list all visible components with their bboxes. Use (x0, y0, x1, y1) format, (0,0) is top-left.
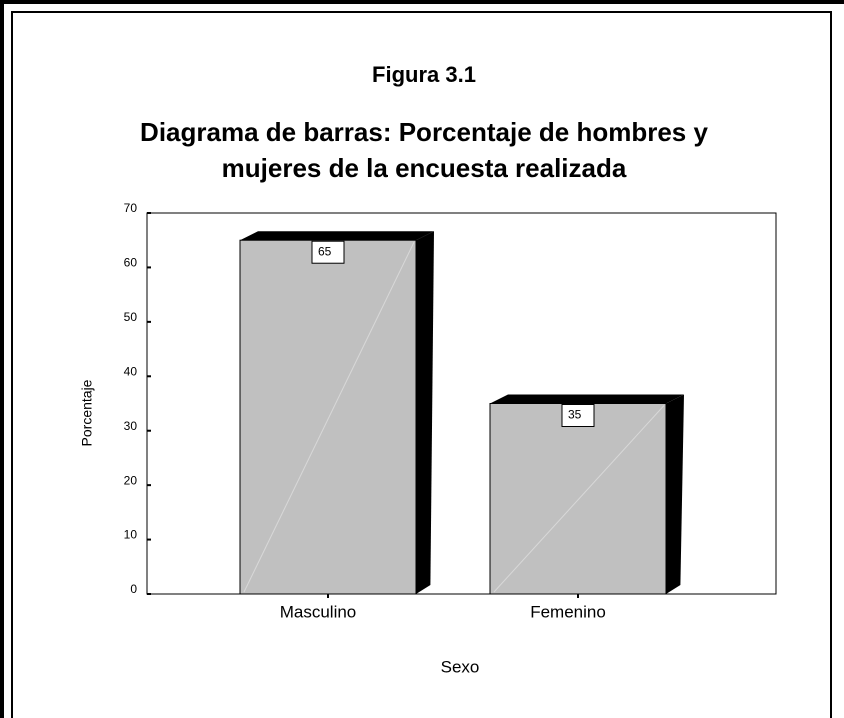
x-tick-label: Masculino (280, 602, 357, 621)
y-tick-label: 70 (124, 201, 138, 215)
x-tick-label: Femenino (530, 602, 606, 621)
inner-frame (11, 11, 832, 718)
y-tick-label: 30 (124, 419, 138, 433)
value-label: 65 (318, 244, 332, 258)
y-tick-label: 40 (124, 364, 138, 378)
bar-side (416, 231, 434, 594)
value-label: 35 (568, 408, 582, 422)
bar (239, 231, 434, 595)
chart-title: Figura 3.1 (372, 62, 476, 87)
bar-shine (243, 241, 415, 593)
y-tick-label: 60 (124, 256, 138, 270)
bar-top (240, 231, 434, 241)
plot-frame (146, 212, 777, 595)
chart-subtitle: mujeres de la encuesta realizada (222, 153, 627, 183)
y-tick-label: 50 (124, 310, 138, 324)
x-axis-label: Sexo (441, 657, 480, 676)
bar-top (490, 394, 684, 404)
value-label-box (561, 404, 595, 427)
y-tick-label: 0 (130, 582, 137, 596)
y-tick-label: 10 (124, 528, 138, 542)
chart-subtitle: Diagrama de barras: Porcentaje de hombre… (140, 117, 708, 147)
y-axis-label: Porcentaje (79, 379, 95, 446)
bar-side (666, 394, 684, 594)
bar (489, 394, 684, 595)
bar-shine (493, 405, 665, 593)
value-label-box (311, 240, 345, 264)
y-tick-label: 20 (124, 473, 138, 487)
